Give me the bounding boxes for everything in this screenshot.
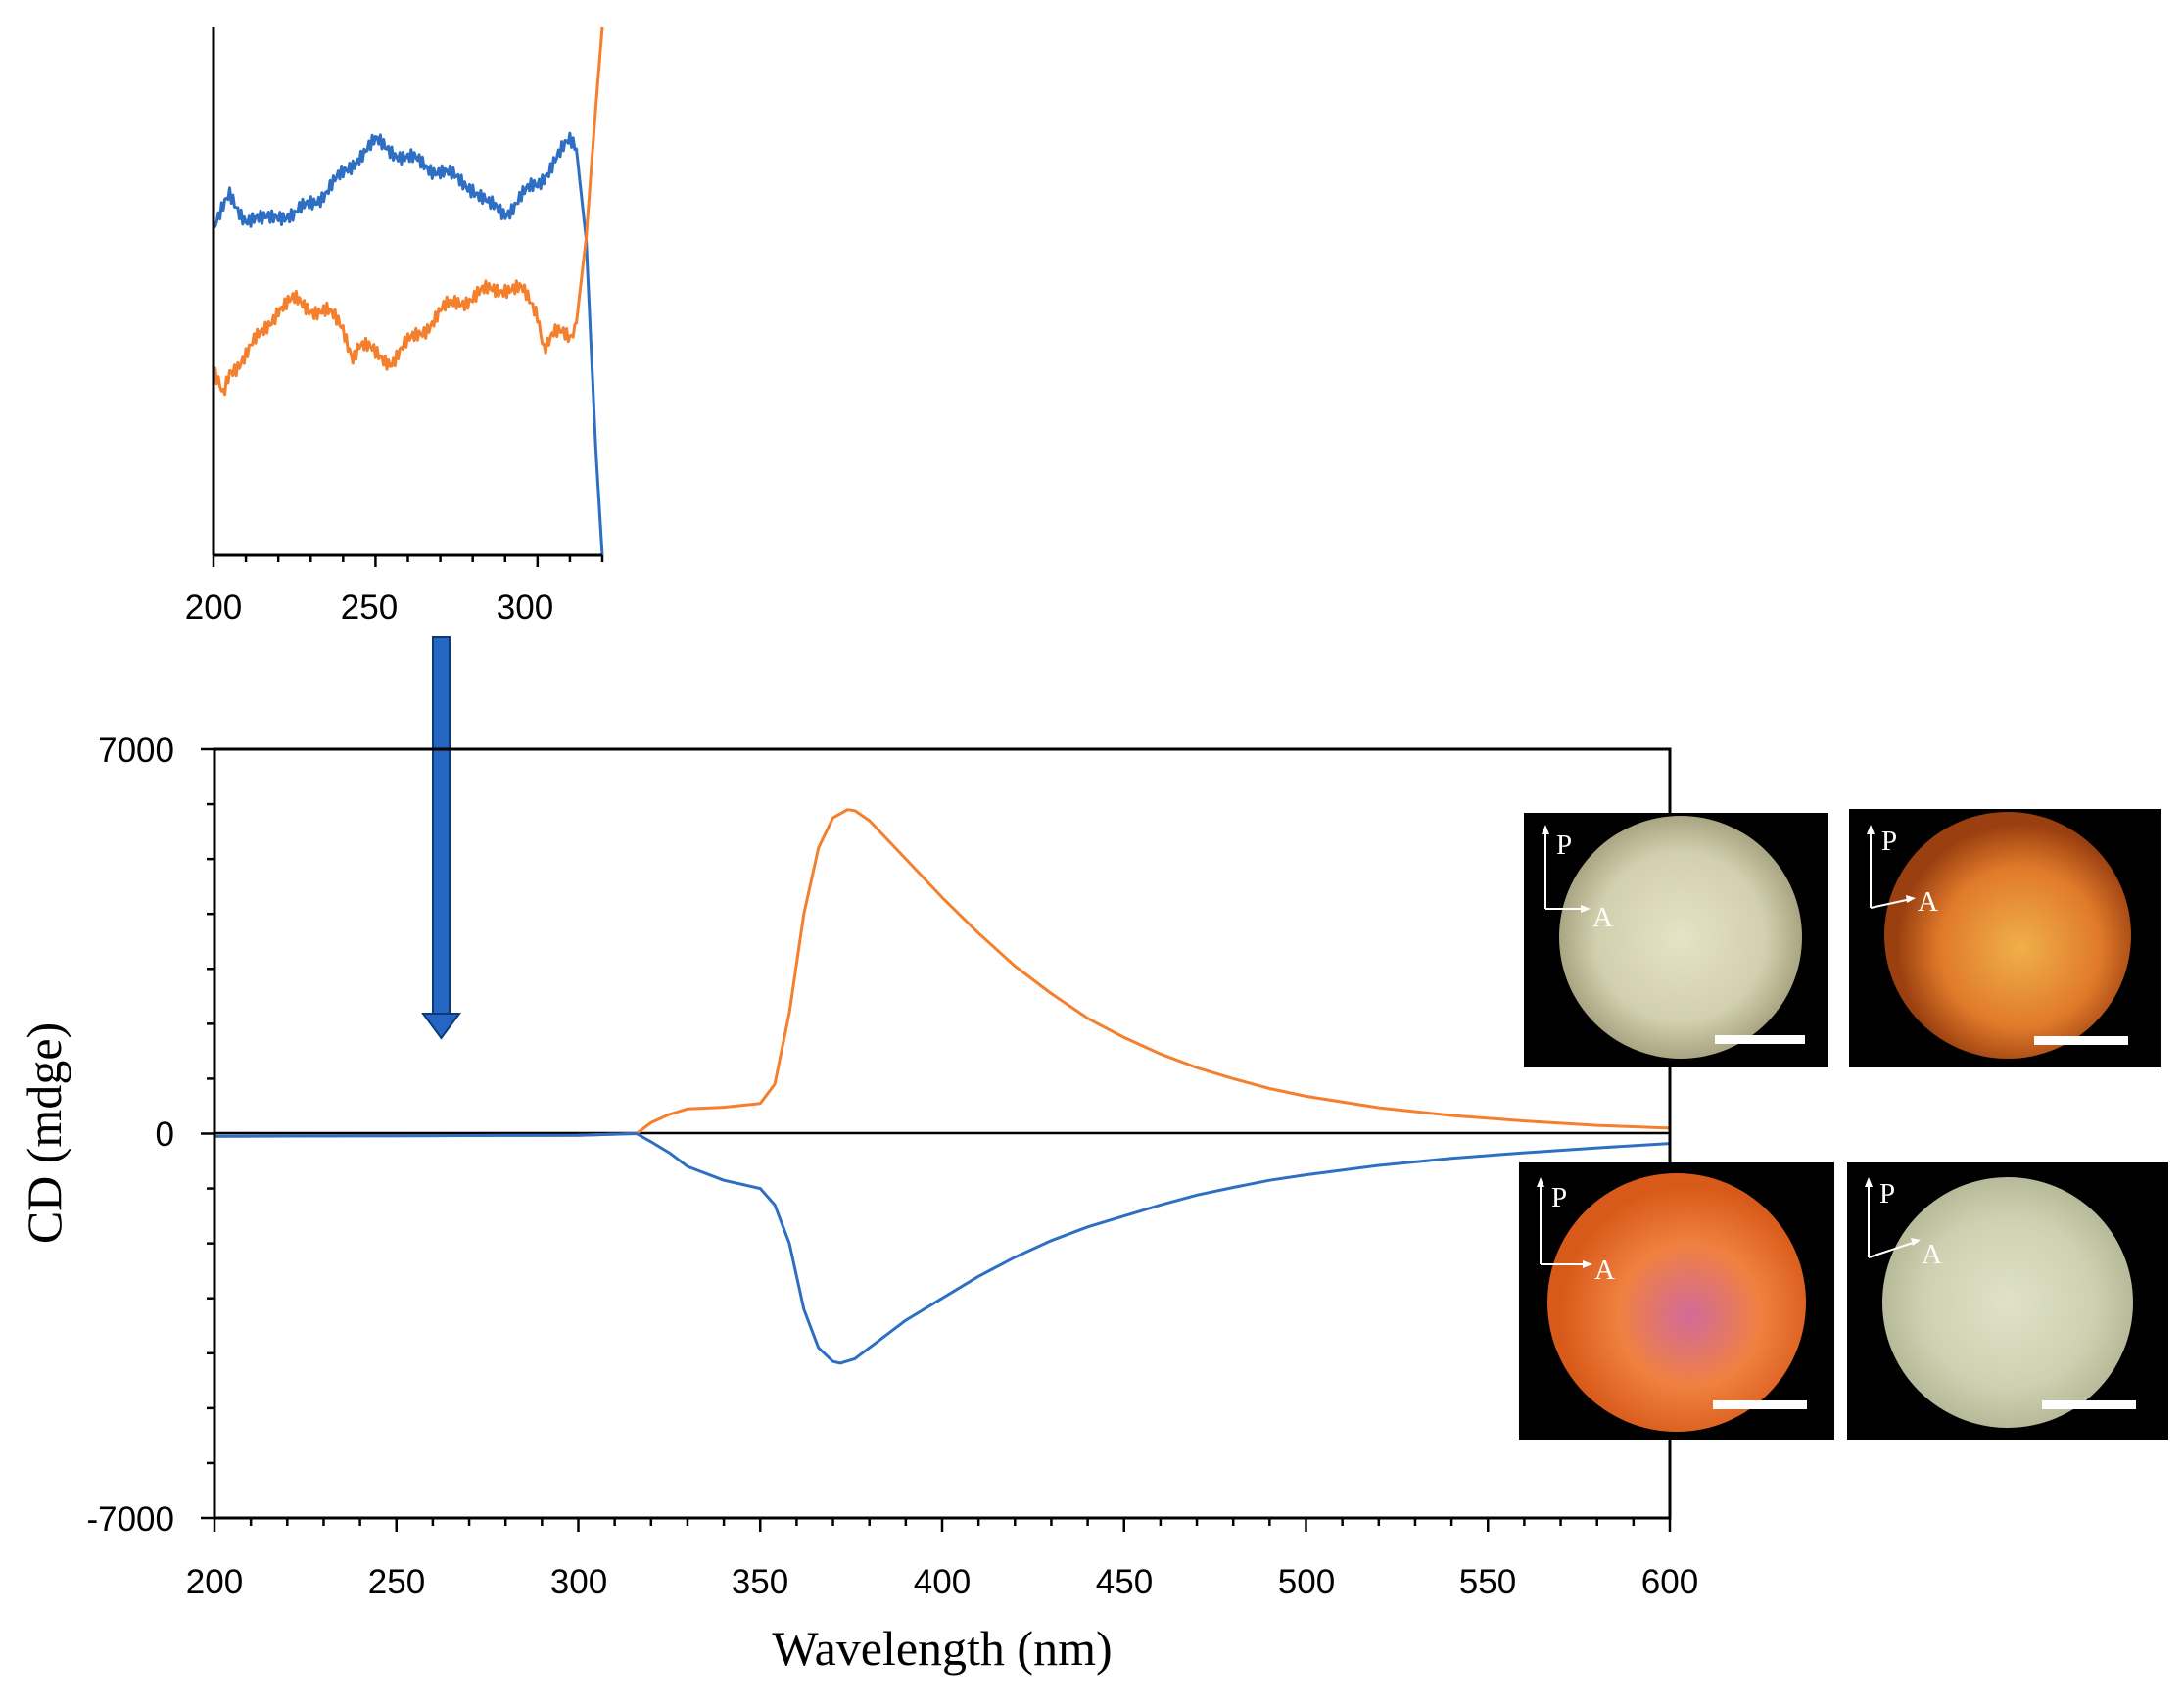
x-tick-label: 550: [1459, 1563, 1516, 1601]
photo-top-left: P A: [1524, 813, 1828, 1067]
y-tick-label: -7000: [86, 1500, 174, 1539]
inset-orange-line: [212, 26, 604, 397]
photo-bottom-right: P A: [1847, 1162, 2168, 1440]
scale-bar: [2034, 1036, 2128, 1045]
photo-bottom-left: P A: [1519, 1162, 1834, 1440]
x-tick-label: 600: [1641, 1563, 1698, 1601]
x-tick-label: 450: [1096, 1563, 1153, 1601]
x-tick-label: 350: [732, 1563, 788, 1601]
x-tick-label: 500: [1278, 1563, 1335, 1601]
inset-lines: [212, 26, 604, 556]
y-tick-label: 7000: [98, 732, 174, 770]
analyzer-label: A: [1592, 902, 1613, 933]
x-axis-title: Wavelength (nm): [772, 1621, 1112, 1676]
inset-x-tick-label: 250: [341, 589, 398, 627]
analyzer-label: A: [1594, 1255, 1615, 1286]
polarizer-label: P: [1551, 1182, 1567, 1213]
analyzer-label: A: [1918, 886, 1938, 918]
photo-top-right: P A: [1849, 809, 2161, 1067]
down-arrow-icon: [421, 636, 461, 1040]
inset-x-tick-label: 200: [185, 589, 242, 627]
x-tick-label: 300: [550, 1563, 607, 1601]
scale-bar: [1715, 1035, 1805, 1044]
inset-x-ticks: [212, 555, 604, 567]
main-ticks: [201, 747, 1672, 1532]
y-tick-label: 0: [156, 1115, 174, 1154]
main-chart: 7000 0 -7000 200 250 300 350 400 450 500…: [17, 732, 1698, 1676]
inset-chart: 200 250 300: [185, 26, 604, 627]
orange-cd-line: [214, 808, 1671, 1138]
x-tick-label: 400: [914, 1563, 971, 1601]
polarizer-label: P: [1881, 826, 1897, 857]
polarizer-label: P: [1879, 1178, 1895, 1209]
scale-bar: [1713, 1400, 1807, 1409]
polarizer-label: P: [1556, 829, 1572, 861]
inset-x-tick-label: 300: [497, 589, 553, 627]
x-tick-label: 200: [186, 1563, 243, 1601]
inset-blue-line: [212, 131, 604, 556]
analyzer-label: A: [1922, 1239, 1942, 1270]
scale-bar: [2042, 1400, 2136, 1409]
blue-cd-line: [214, 1132, 1671, 1365]
main-lines: [214, 808, 1671, 1365]
x-tick-label: 250: [368, 1563, 425, 1601]
y-axis-title: CD (mdge): [17, 1022, 71, 1244]
